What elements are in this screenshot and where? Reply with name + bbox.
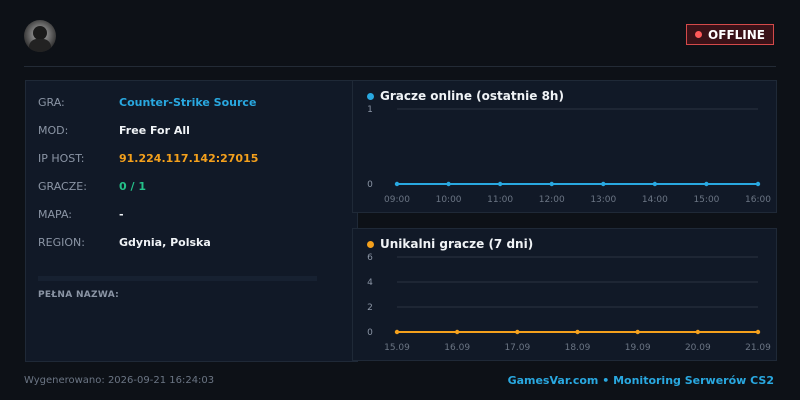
data-point[interactable] <box>755 329 761 335</box>
chart-svg: 0 1 09:00 10:00 11:00 12:00 13:00 14:00 15:00 16:… <box>367 105 771 205</box>
info-key-mod: MOD: <box>38 124 69 137</box>
data-point[interactable] <box>549 181 554 187</box>
data-point[interactable] <box>446 181 451 187</box>
data-point[interactable] <box>601 181 606 187</box>
bullet-icon <box>367 240 374 248</box>
x-tick-label: 16.09 <box>444 343 470 353</box>
info-key-ip: IP HOST: <box>38 152 85 165</box>
info-value-game: Counter-Strike Source <box>119 96 257 109</box>
full-name-label: PEŁNA NAZWA: <box>38 290 120 300</box>
y-tick-label: 1 <box>367 105 373 115</box>
generated-timestamp: Wygenerowano: 2026-09-21 16:24:03 <box>24 375 215 386</box>
chart-title-text: Gracze online (ostatnie 8h) <box>380 89 564 103</box>
x-tick-label: 14:00 <box>642 195 668 205</box>
chart-title-online: Gracze online (ostatnie 8h) <box>367 89 564 103</box>
x-tick-label: 21.09 <box>745 343 771 353</box>
unique-players-chart: Unikalni gracze (7 dni) 0 2 4 6 15.09 16.09 17… <box>352 228 777 361</box>
y-tick-label: 0 <box>367 328 373 338</box>
data-point[interactable] <box>394 329 400 335</box>
info-value-mod: Free For All <box>119 124 190 137</box>
status-label: OFFLINE <box>708 27 765 42</box>
info-key-players: GRACZE: <box>38 180 87 193</box>
x-tick-label: 09:00 <box>384 195 410 205</box>
info-key-region: REGION: <box>38 236 85 249</box>
data-point[interactable] <box>704 181 709 187</box>
x-tick-label: 19.09 <box>625 343 651 353</box>
brand-link[interactable]: GamesVar.com • Monitoring Serwerów CS2 <box>507 374 774 387</box>
info-value-region: Gdynia, Polska <box>119 236 211 249</box>
data-point[interactable] <box>515 329 520 335</box>
y-tick-label: 6 <box>367 253 373 263</box>
chart-title-unique: Unikalni gracze (7 dni) <box>367 237 533 251</box>
players-online-chart: Gracze online (ostatnie 8h) 0 1 09:00 10:00… <box>352 80 777 213</box>
x-tick-label: 10:00 <box>436 195 462 205</box>
x-tick-label: 15:00 <box>693 195 719 205</box>
bullet-icon <box>367 92 374 100</box>
x-tick-label: 18.09 <box>565 343 591 353</box>
server-info-panel: GRA: Counter-Strike Source MOD: Free For… <box>25 80 358 362</box>
data-point[interactable] <box>575 329 580 335</box>
status-badge: OFFLINE <box>686 24 774 45</box>
info-value-map: - <box>119 208 124 221</box>
x-tick-label: 12:00 <box>539 195 565 205</box>
player-avatar-icon <box>24 20 56 52</box>
y-tick-label: 0 <box>367 180 373 190</box>
data-point[interactable] <box>635 329 640 335</box>
x-tick-label: 13:00 <box>590 195 616 205</box>
info-value-ip[interactable]: 91.224.117.142:27015 <box>119 152 259 165</box>
info-key-game: GRA: <box>38 96 65 109</box>
x-tick-label: 11:00 <box>487 195 513 205</box>
chart-svg: 0 2 4 6 15.09 16.09 17.09 18.09 19.09 20.09 21.09 <box>367 253 771 353</box>
data-point[interactable] <box>695 329 701 335</box>
y-tick-label: 2 <box>367 303 373 313</box>
chart-title-text: Unikalni gracze (7 dni) <box>380 237 534 251</box>
x-tick-label: 20.09 <box>685 343 711 353</box>
y-tick-label: 4 <box>367 278 373 288</box>
info-value-players: 0 / 1 <box>119 180 146 193</box>
header-divider <box>24 66 776 67</box>
status-dot-icon <box>695 31 703 38</box>
x-tick-label: 16:00 <box>745 195 771 205</box>
info-key-map: MAPA: <box>38 208 72 221</box>
data-point[interactable] <box>497 181 503 187</box>
x-tick-label: 15.09 <box>384 343 410 353</box>
info-divider <box>38 276 317 281</box>
data-point[interactable] <box>394 181 400 187</box>
data-point[interactable] <box>652 181 658 187</box>
data-point[interactable] <box>755 181 761 187</box>
x-tick-label: 17.09 <box>504 343 530 353</box>
data-point[interactable] <box>454 329 460 335</box>
